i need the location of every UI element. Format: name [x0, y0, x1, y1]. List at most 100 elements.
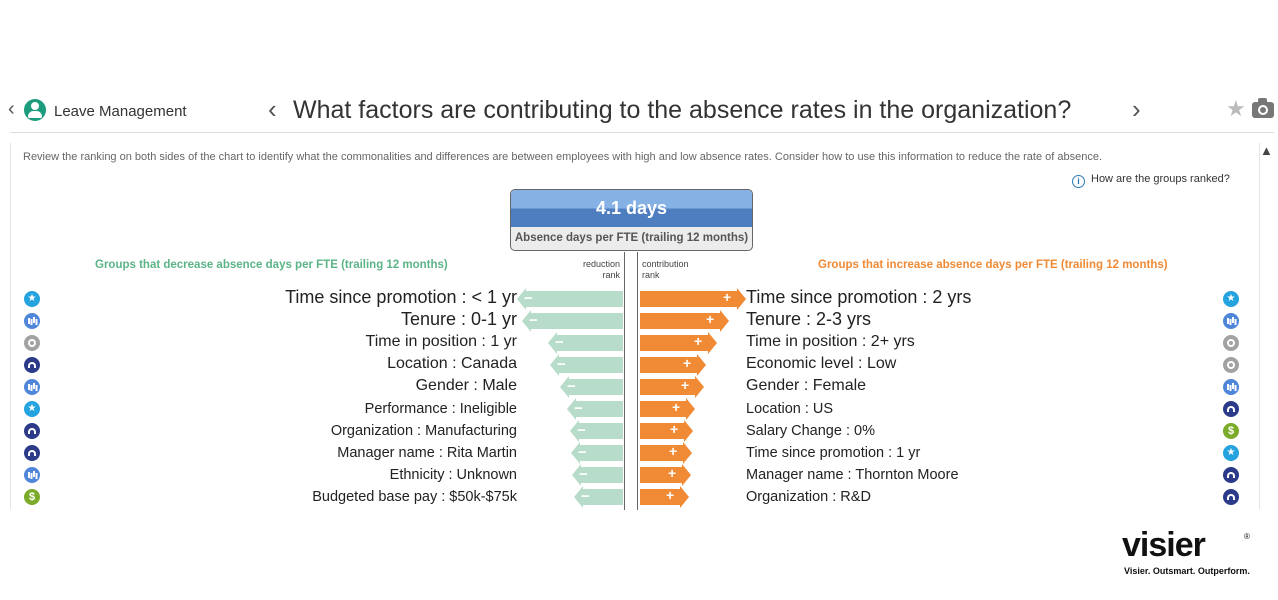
increase-bar[interactable]: + [640, 486, 689, 508]
dna-icon [24, 357, 40, 373]
user-icon [24, 99, 46, 121]
decrease-bar[interactable]: − [560, 376, 623, 398]
decrease-row[interactable]: Time since promotion : < 1 yr [40, 287, 517, 310]
logo-word: visier [1122, 526, 1206, 564]
increase-row[interactable]: Manager name : Thornton Moore [746, 464, 1216, 486]
favorite-star-icon[interactable]: ★ [1226, 96, 1246, 121]
center-divider [624, 252, 638, 510]
decrease-label: Time since promotion : < 1 yr [285, 287, 517, 307]
increase-label: Time since promotion : 1 yr [746, 445, 921, 461]
bar-chart-icon [1223, 379, 1239, 395]
kpi-card[interactable]: 4.1 days Absence days per FTE (trailing … [510, 189, 753, 251]
ring-icon [1223, 357, 1239, 373]
reduction-rank-line2: rank [602, 270, 620, 280]
how-ranked-link[interactable]: i How are the groups ranked? [1072, 173, 1230, 188]
camera-icon[interactable] [1252, 98, 1274, 118]
increase-label: Salary Change : 0% [746, 423, 875, 439]
next-question-icon[interactable]: › [1132, 94, 1141, 124]
increase-label: Manager name : Thornton Moore [746, 467, 959, 483]
contribution-rank-line1: contribution [642, 259, 689, 269]
decrease-bar[interactable]: − [570, 420, 623, 442]
bar-chart-icon [1223, 313, 1239, 329]
decrease-label: Location : Canada [387, 355, 517, 372]
increase-row[interactable]: Location : US [746, 398, 1216, 420]
dna-icon [1223, 489, 1239, 505]
decrease-label: Performance : Ineligible [364, 401, 517, 417]
dna-icon [24, 423, 40, 439]
dollar-icon [24, 489, 40, 505]
logo-registered: ® [1244, 532, 1250, 541]
previous-question-icon[interactable]: ‹ [268, 94, 277, 124]
increase-bar[interactable]: + [640, 398, 695, 420]
kpi-value: 4.1 days [511, 190, 752, 227]
increase-bar[interactable]: + [640, 354, 706, 376]
ring-icon [1223, 335, 1239, 351]
decrease-bar[interactable]: − [574, 486, 623, 508]
contribution-rank-line2: rank [642, 270, 660, 280]
decrease-row[interactable]: Ethnicity : Unknown [40, 464, 517, 486]
decrease-label: Time in position : 1 yr [365, 333, 517, 350]
increase-row[interactable]: Tenure : 2-3 yrs [746, 309, 1216, 332]
reduction-rank-line1: reduction [582, 259, 620, 269]
top-bar: ‹ Leave Management ‹ What factors are co… [0, 92, 1278, 132]
increase-bar[interactable]: + [640, 310, 729, 332]
header-divider [10, 132, 1274, 133]
increase-bar[interactable]: + [640, 376, 704, 398]
increase-row[interactable]: Salary Change : 0% [746, 420, 1216, 442]
increase-row[interactable]: Economic level : Low [746, 354, 1216, 376]
star-icon [1223, 291, 1239, 307]
decrease-row[interactable]: Manager name : Rita Martin [40, 442, 517, 464]
increase-label: Time in position : 2+ yrs [746, 333, 915, 350]
star-icon [24, 291, 40, 307]
decrease-row[interactable]: Tenure : 0-1 yr [40, 309, 517, 332]
dna-icon [24, 445, 40, 461]
increase-heading: Groups that increase absence days per FT… [818, 259, 1168, 271]
question-title: What factors are contributing to the abs… [293, 96, 1072, 124]
increase-row[interactable]: Gender : Female [746, 376, 1216, 398]
decrease-row[interactable]: Time in position : 1 yr [40, 332, 517, 354]
increase-label: Time since promotion : 2 yrs [746, 287, 972, 307]
decrease-bar[interactable]: − [571, 442, 623, 464]
star-icon [1223, 445, 1239, 461]
how-ranked-label: How are the groups ranked? [1091, 173, 1230, 185]
increase-bar[interactable]: + [640, 464, 691, 486]
app-name[interactable]: Leave Management [54, 103, 187, 120]
increase-bar[interactable]: + [640, 420, 693, 442]
decrease-label: Organization : Manufacturing [330, 423, 517, 439]
contribution-rank-label: contribution rank [642, 259, 722, 281]
increase-row[interactable]: Organization : R&D [746, 486, 1216, 508]
decrease-label: Manager name : Rita Martin [337, 445, 517, 461]
decrease-bar[interactable]: − [567, 398, 623, 420]
dna-icon [1223, 401, 1239, 417]
decrease-bar[interactable]: − [522, 310, 623, 332]
increase-row[interactable]: Time since promotion : 2 yrs [746, 287, 1216, 310]
decrease-bar[interactable]: − [572, 464, 623, 486]
decrease-label: Gender : Male [415, 377, 517, 394]
decrease-row[interactable]: Location : Canada [40, 354, 517, 376]
decrease-heading: Groups that decrease absence days per FT… [95, 259, 448, 271]
bar-chart-icon [24, 313, 40, 329]
decrease-label: Ethnicity : Unknown [389, 467, 517, 483]
increase-bar[interactable]: + [640, 332, 717, 354]
star-icon [24, 401, 40, 417]
scroll-up-icon[interactable]: ▲ [1260, 143, 1273, 158]
decrease-bar[interactable]: − [548, 332, 623, 354]
back-chevron-icon[interactable]: ‹ [8, 98, 15, 120]
ring-icon [24, 335, 40, 351]
decrease-bar[interactable]: − [550, 354, 623, 376]
decrease-row[interactable]: Performance : Ineligible [40, 398, 517, 420]
increase-label: Economic level : Low [746, 355, 897, 372]
decrease-row[interactable]: Organization : Manufacturing [40, 420, 517, 442]
decrease-bar[interactable]: − [517, 288, 623, 310]
increase-bar[interactable]: + [640, 442, 692, 464]
decrease-row[interactable]: Gender : Male [40, 376, 517, 398]
increase-row[interactable]: Time since promotion : 1 yr [746, 442, 1216, 464]
increase-bar[interactable]: + [640, 288, 746, 310]
bar-chart-icon [24, 379, 40, 395]
logo-tagline: Visier. Outsmart. Outperform. [1124, 566, 1250, 576]
decrease-row[interactable]: Budgeted base pay : $50k-$75k [40, 486, 517, 508]
increase-label: Gender : Female [746, 377, 867, 394]
visier-logo: visier ® Visier. Outsmart. Outperform. [1122, 526, 1252, 580]
increase-label: Tenure : 2-3 yrs [746, 309, 872, 329]
increase-row[interactable]: Time in position : 2+ yrs [746, 332, 1216, 354]
